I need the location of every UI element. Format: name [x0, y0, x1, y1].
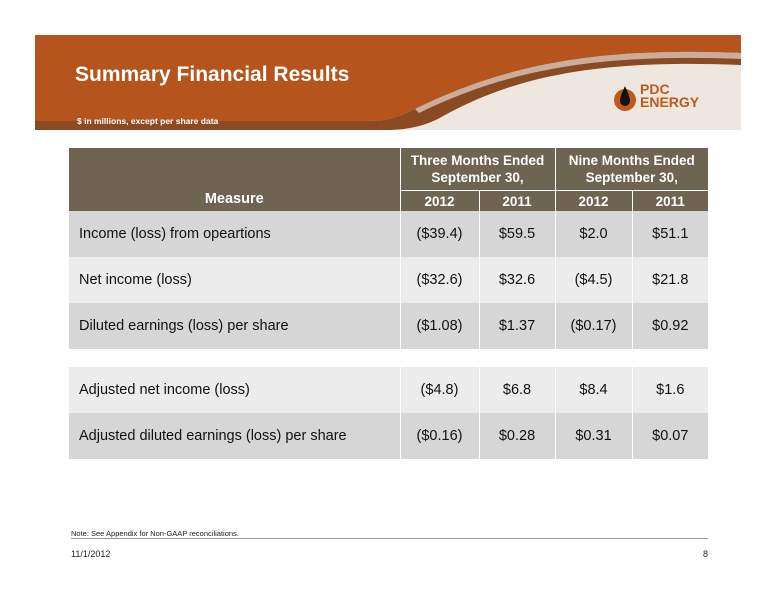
- table-row: Adjusted diluted earnings (loss) per sha…: [69, 413, 709, 459]
- footnote: Note: See Appendix for Non-GAAP reconcil…: [71, 529, 239, 538]
- financial-results-table: Measure Three Months Ended September 30,…: [69, 148, 709, 459]
- cell-value: $2.0: [554, 211, 633, 257]
- cell-value: ($39.4): [399, 211, 479, 257]
- table-header-year-row: 2012 2011 2012 2011: [69, 190, 709, 211]
- cell-value: $1.6: [631, 367, 709, 413]
- cell-value: ($0.17): [554, 303, 633, 349]
- cell-value: $51.1: [631, 211, 709, 257]
- cell-value: $1.37: [478, 303, 556, 349]
- cell-value: ($4.5): [554, 257, 633, 303]
- cell-value: $0.07: [631, 413, 709, 459]
- year-header: 2012: [399, 190, 479, 211]
- cell-value: $0.92: [631, 303, 709, 349]
- cell-value: ($4.8): [399, 367, 479, 413]
- cell-value: $32.6: [478, 257, 556, 303]
- cell-value: ($32.6): [399, 257, 479, 303]
- cell-value: $0.28: [478, 413, 556, 459]
- year-header: 2011: [631, 190, 709, 211]
- header-banner: Summary Financial Results $ in millions,…: [35, 35, 741, 130]
- cell-value: ($0.16): [399, 413, 479, 459]
- cell-value: $0.31: [554, 413, 633, 459]
- header-nine-months: Nine Months Ended September 30,: [554, 148, 709, 191]
- logo-text: PDC ENERGY: [640, 81, 730, 110]
- table-header-group-row: Measure Three Months Ended September 30,…: [69, 148, 709, 211]
- measure-header: Measure: [69, 148, 400, 211]
- row-label: Adjusted net income (loss): [69, 367, 400, 413]
- table-row: Net income (loss) ($32.6) $32.6 ($4.5) $…: [69, 257, 709, 303]
- footer-date: 11/1/2012: [71, 549, 111, 559]
- banner-swoosh: [35, 35, 741, 130]
- year-header: 2012: [554, 190, 633, 211]
- logo-line-1: PDC: [640, 81, 670, 97]
- table-spacer: [69, 349, 709, 367]
- cell-value: $21.8: [631, 257, 709, 303]
- year-header: 2011: [478, 190, 556, 211]
- cell-value: ($1.08): [399, 303, 479, 349]
- table-row: Income (loss) from opeartions ($39.4) $5…: [69, 211, 709, 257]
- page-title: Summary Financial Results: [75, 63, 350, 86]
- cell-value: $8.4: [554, 367, 633, 413]
- pdc-energy-logo: PDC ENERGY: [613, 80, 723, 114]
- spacer-cell: [69, 349, 709, 367]
- logo-line-2: ENERGY: [640, 94, 700, 110]
- table-row: Adjusted net income (loss) ($4.8) $6.8 $…: [69, 367, 709, 413]
- page-number: 8: [702, 549, 708, 559]
- table-row: Diluted earnings (loss) per share ($1.08…: [69, 303, 709, 349]
- cell-value: $6.8: [478, 367, 556, 413]
- row-label: Adjusted diluted earnings (loss) per sha…: [69, 413, 400, 459]
- cell-value: $59.5: [478, 211, 556, 257]
- drop-logo-icon: [614, 86, 636, 111]
- header-three-months: Three Months Ended September 30,: [399, 148, 556, 191]
- row-label: Net income (loss): [69, 257, 400, 303]
- row-label: Diluted earnings (loss) per share: [69, 303, 400, 349]
- footer-divider: [71, 538, 708, 539]
- row-label: Income (loss) from opeartions: [69, 211, 400, 257]
- page-subtitle: $ in millions, except per share data: [77, 116, 219, 126]
